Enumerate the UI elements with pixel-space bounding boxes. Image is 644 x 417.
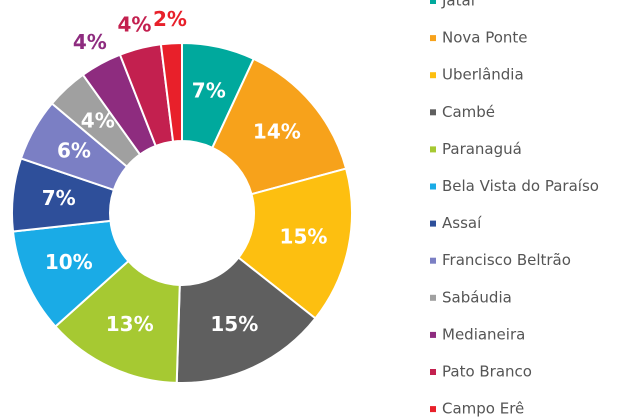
legend-label: Uberlândia (442, 66, 524, 84)
slice (159, 41, 183, 143)
slice-label: 15% (280, 224, 328, 248)
legend-swatch (430, 109, 436, 116)
slice-label: 6% (57, 139, 91, 163)
legend-label: Jataí (441, 0, 476, 10)
legend-swatch (430, 72, 436, 79)
legend-swatch (430, 183, 436, 190)
slice-label: 13% (106, 312, 154, 336)
slice-label: 4% (117, 12, 151, 36)
legend-label: Medianeira (442, 325, 525, 343)
legend-swatch (430, 220, 436, 227)
legend-swatch (430, 146, 436, 153)
legend-swatch (430, 0, 436, 4)
slice-label: 10% (45, 250, 93, 274)
slice-label: 15% (210, 312, 258, 336)
legend-label: Cambé (442, 103, 495, 121)
legend-swatch (430, 257, 436, 264)
legend-label: Bela Vista do Paraíso (442, 177, 599, 195)
slice-label: 7% (192, 78, 226, 102)
legend-label: Pato Branco (442, 363, 532, 381)
slice-label: 7% (42, 186, 76, 210)
legend-swatch (430, 294, 436, 301)
legend-swatch (430, 406, 436, 413)
slice (237, 167, 353, 320)
slice (211, 57, 348, 196)
slice-label: 2% (153, 7, 187, 31)
legend-label: Francisco Beltrão (442, 251, 571, 269)
legend-label: Paranaguá (442, 140, 522, 158)
legend-label: Assaí (442, 214, 482, 232)
slice-label: 14% (253, 120, 301, 144)
legend-swatch (430, 369, 436, 375)
legend-label: Campo Erê (442, 400, 524, 417)
legend-swatch (430, 331, 436, 338)
slice-label: 4% (73, 30, 107, 54)
slice (175, 256, 317, 384)
legend-label: Sabáudia (442, 288, 512, 306)
legend-label: Nova Ponte (442, 29, 528, 47)
legend-swatch (430, 35, 436, 42)
